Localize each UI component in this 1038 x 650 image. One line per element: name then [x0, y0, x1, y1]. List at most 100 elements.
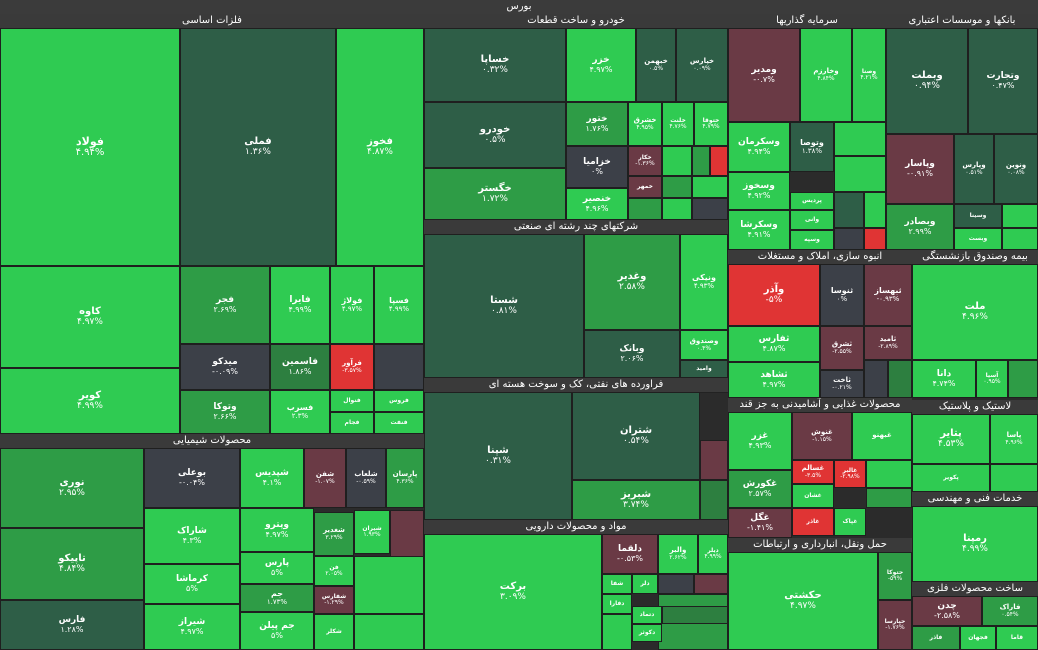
stock-tile[interactable]: خکار -۱.۳۶% [628, 146, 662, 176]
stock-tile[interactable]: وآذر -۵% [728, 264, 820, 326]
stock-tile-unlabeled[interactable] [694, 574, 728, 594]
stock-tile-unlabeled[interactable] [390, 510, 424, 558]
stock-tile[interactable]: فروس [374, 390, 424, 412]
stock-tile-unlabeled[interactable] [700, 480, 728, 520]
stock-tile[interactable]: آسیا ۰.۹۵% [976, 360, 1008, 398]
stock-tile[interactable]: حتوکا -۵۹% [878, 552, 912, 600]
stock-tile[interactable]: پارس ۵% [240, 552, 314, 584]
stock-tile-unlabeled[interactable] [662, 198, 692, 220]
stock-tile[interactable]: پردیس [790, 192, 834, 210]
stock-tile[interactable]: خگستر ۱.۷۲% [424, 168, 566, 220]
stock-tile[interactable]: فنوال [330, 390, 374, 412]
stock-tile[interactable]: پارسان ۴.۳۶% [386, 448, 424, 508]
stock-tile[interactable]: غکورش ۲.۵۷% [728, 470, 792, 508]
stock-tile[interactable]: شفارس -۱.۲۹% [314, 586, 354, 614]
stock-tile[interactable]: ثشرق -۲.۵۵% [820, 326, 864, 370]
stock-tile-unlabeled[interactable] [866, 488, 912, 508]
stock-tile[interactable]: شپدیس ۴.۱% [240, 448, 304, 508]
sector-header[interactable]: محصولات شیمیایی [0, 434, 424, 449]
stock-tile[interactable]: ونیکی ۴.۹۳% [680, 234, 728, 330]
stock-tile[interactable]: فرآور -۳.۵۷% [330, 344, 374, 390]
stock-tile[interactable]: چدن -۲.۵۸% [912, 596, 982, 626]
stock-tile[interactable]: حکشتی ۴.۹۷% [728, 552, 878, 650]
stock-tile[interactable]: ثاخت -۰.۲۱% [820, 370, 864, 398]
stock-tile[interactable]: شتران ۰.۵۴% [572, 392, 700, 480]
stock-tile-unlabeled[interactable] [1008, 360, 1038, 398]
stock-tile-unlabeled[interactable] [834, 228, 864, 250]
stock-tile[interactable]: غنوش -۱.۱۵% [792, 412, 852, 460]
stock-tile[interactable]: وامید [680, 360, 728, 378]
stock-tile[interactable]: فسپا ۴.۹۹% [374, 266, 424, 344]
stock-tile[interactable]: وسکرشا ۴.۹۱% [728, 210, 790, 250]
stock-tile[interactable]: غشان [792, 484, 834, 508]
stock-tile-unlabeled[interactable] [1002, 204, 1038, 228]
stock-tile[interactable]: ومدیر -۰.۷% [728, 28, 800, 122]
stock-tile[interactable]: فنفت [374, 412, 424, 434]
stock-tile[interactable]: پتایر ۴.۵۳% [912, 414, 990, 464]
sector-header[interactable]: محصولات غذایی و آشامیدنی به جز قند [728, 398, 912, 413]
stock-tile[interactable]: خساپا ۰.۳۲% [424, 28, 566, 102]
stock-tile[interactable]: غبهنو [852, 412, 912, 460]
stock-tile[interactable]: حپارسا -۱.۷۶% [878, 600, 912, 650]
stock-tile[interactable]: خمهر [628, 176, 662, 198]
stock-tile[interactable]: خودرو ۰.۵% [424, 102, 566, 168]
stock-tile[interactable]: برکت ۳.۰۹% [424, 534, 602, 650]
sector-header[interactable]: مواد و محصولات دارویی [424, 520, 728, 535]
stock-tile[interactable]: غزر ۴.۹۳% [728, 412, 792, 470]
stock-tile-unlabeled[interactable] [834, 156, 886, 192]
stock-tile-unlabeled[interactable] [692, 176, 728, 198]
stock-tile-unlabeled[interactable] [864, 360, 888, 398]
stock-tile[interactable]: ونوین ۰.۰۸% [994, 134, 1038, 204]
stock-tile[interactable]: شفا [602, 574, 632, 594]
stock-tile-unlabeled[interactable] [662, 146, 692, 176]
stock-tile[interactable]: فجر ۲.۶۹% [180, 266, 270, 344]
stock-tile[interactable]: پکویر [912, 464, 990, 492]
stock-tile[interactable]: غگل -۱.۴۱% [728, 508, 792, 538]
stock-tile[interactable]: شبریز ۳.۷۴% [572, 480, 700, 520]
stock-tile[interactable]: ملت ۴.۹۶% [912, 264, 1038, 360]
sector-header[interactable]: فراورده های نفتی، کک و سوخت هسته ای [424, 378, 728, 393]
stock-tile-unlabeled[interactable] [354, 556, 424, 614]
stock-tile[interactable]: ثنوسا ۰% [820, 264, 864, 326]
stock-tile[interactable]: خبهمن ۰.۵% [636, 28, 676, 102]
sector-header[interactable]: حمل ونقل، انبارداری و ارتباطات [728, 538, 912, 553]
stock-tile[interactable]: فولاد ۴.۹۴% [0, 28, 180, 266]
stock-tile[interactable]: غسالم -۳.۵% [792, 460, 834, 484]
stock-tile[interactable]: والبر ۲.۶۲% [658, 534, 698, 574]
stock-tile[interactable]: فجام [330, 412, 374, 434]
stock-tile[interactable]: شفن -۱.۰۷% [304, 448, 346, 508]
stock-tile[interactable]: ثشاهد ۴.۹۷% [728, 362, 820, 398]
stock-tile[interactable]: وتجارت ۰.۴۷% [968, 28, 1038, 134]
stock-tile[interactable]: فملی ۱.۳۶% [180, 28, 336, 266]
stock-tile-unlabeled[interactable] [834, 192, 864, 228]
stock-tile[interactable]: دتماد [632, 606, 662, 624]
stock-tile[interactable]: قاما [996, 626, 1038, 650]
stock-tile[interactable]: خشرق ۴.۹۵% [628, 102, 662, 146]
stock-tile[interactable]: وبصادر ۲.۹۹% [886, 204, 954, 250]
stock-tile[interactable]: دلقما -۰.۵۳% [602, 534, 658, 574]
stock-tile-unlabeled[interactable] [866, 460, 912, 488]
stock-tile[interactable]: نوری ۲.۹۵% [0, 448, 144, 528]
stock-tile-unlabeled[interactable] [602, 614, 632, 650]
stock-tile[interactable]: میدکو -۰.۰۹% [180, 344, 270, 390]
stock-tile[interactable]: خلنت ۴.۷۶% [662, 102, 694, 146]
sector-header[interactable]: بیمه وصندوق بازنشستگی [912, 250, 1038, 265]
stock-tile[interactable]: بوعلی -۰.۰۴% [144, 448, 240, 508]
stock-tile[interactable]: دفارا [602, 594, 632, 614]
stock-tile-unlabeled[interactable] [374, 344, 424, 390]
stock-tile[interactable]: شستا ۰.۸۱% [424, 234, 584, 378]
stock-tile[interactable]: وتوکا ۲.۶۶% [180, 390, 270, 434]
stock-tile[interactable]: فاراک ۰.۵۴% [982, 596, 1038, 626]
stock-tile[interactable]: خنصیر ۴.۹۶% [566, 188, 628, 220]
stock-tile[interactable]: خزامیا ۰% [566, 146, 628, 188]
stock-tile[interactable]: وپارس ۰.۵۱% [954, 134, 994, 204]
stock-tile-unlabeled[interactable] [864, 228, 886, 250]
sector-header[interactable]: ساخت محصولات فلزی [912, 582, 1038, 597]
stock-tile[interactable]: وصنا ۴.۲۱% [852, 28, 886, 122]
stock-tile[interactable]: جم ۱.۷۳% [240, 584, 314, 612]
sector-header[interactable]: فلزات اساسی [0, 14, 424, 29]
stock-tile[interactable]: وپاسار -۰.۹۱% [886, 134, 954, 204]
stock-tile[interactable]: فارس ۱.۲۸% [0, 600, 144, 650]
sector-header[interactable]: انبوه سازی، املاک و مستغلات [728, 250, 912, 265]
stock-tile[interactable]: دیلر ۴.۹۹% [698, 534, 728, 574]
